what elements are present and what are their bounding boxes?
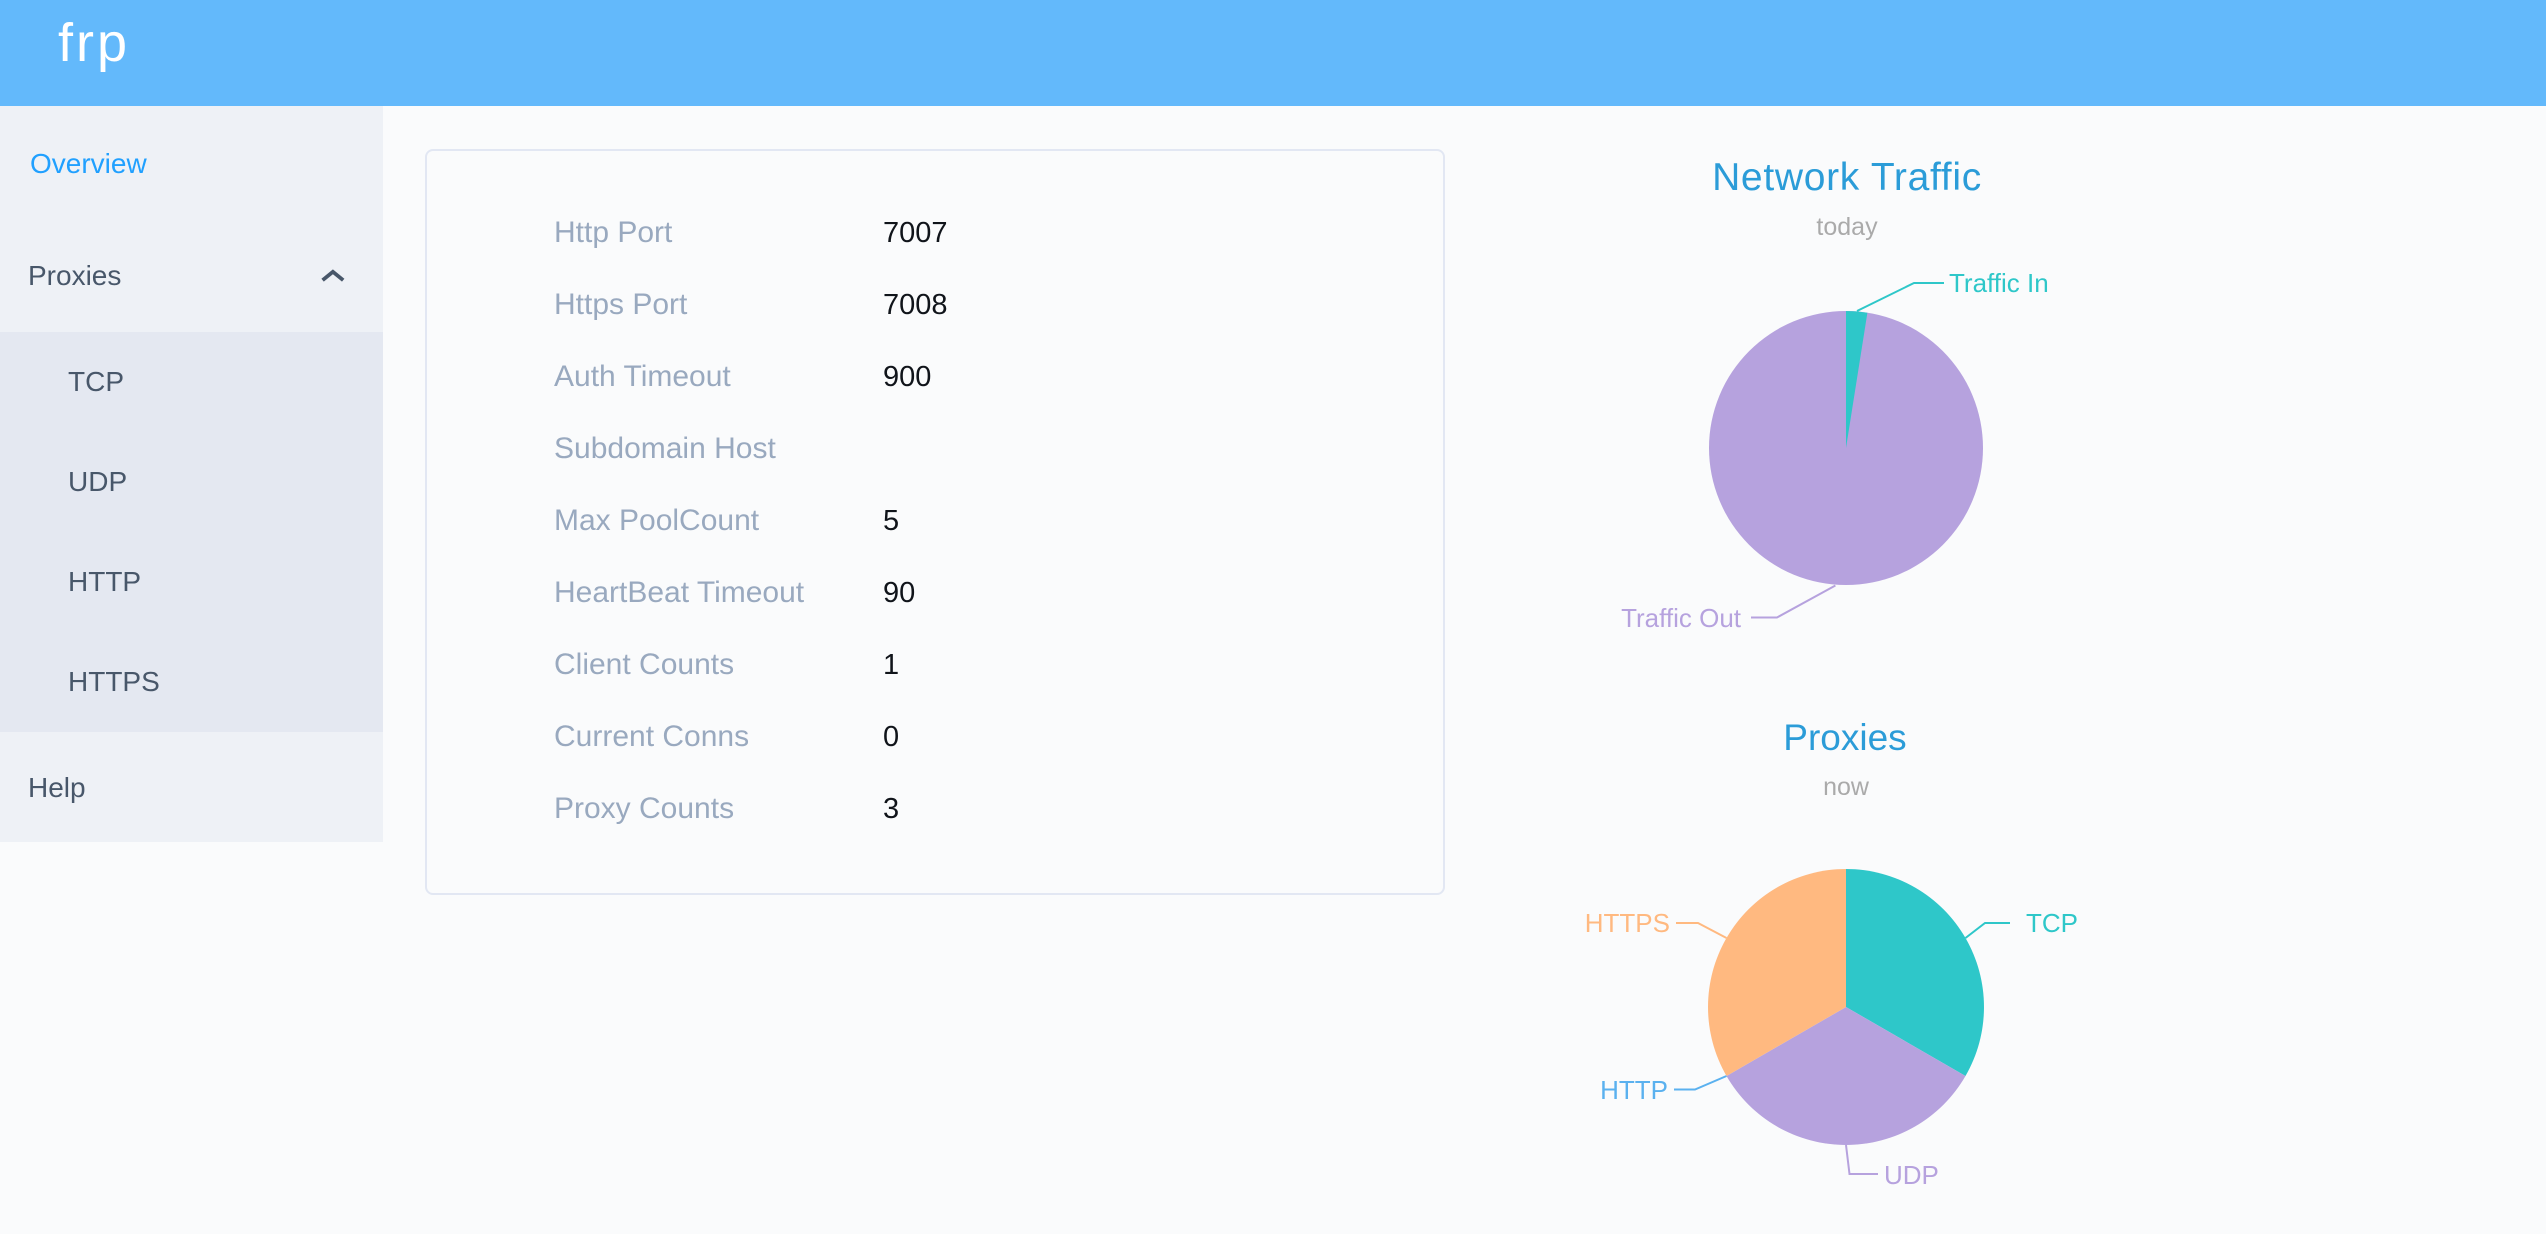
svg-text:Network Traffic: Network Traffic: [1712, 156, 1982, 199]
svg-text:HTTPS: HTTPS: [1585, 908, 1670, 938]
svg-text:HTTP: HTTP: [1600, 1075, 1668, 1105]
svg-text:Traffic In: Traffic In: [1949, 268, 2049, 298]
svg-text:TCP: TCP: [2026, 908, 2078, 938]
svg-text:Proxies: Proxies: [1783, 717, 1906, 758]
svg-text:Traffic Out: Traffic Out: [1621, 603, 1742, 633]
svg-text:today: today: [1816, 213, 1878, 241]
svg-text:UDP: UDP: [1884, 1160, 1939, 1190]
svg-text:now: now: [1823, 773, 1870, 801]
